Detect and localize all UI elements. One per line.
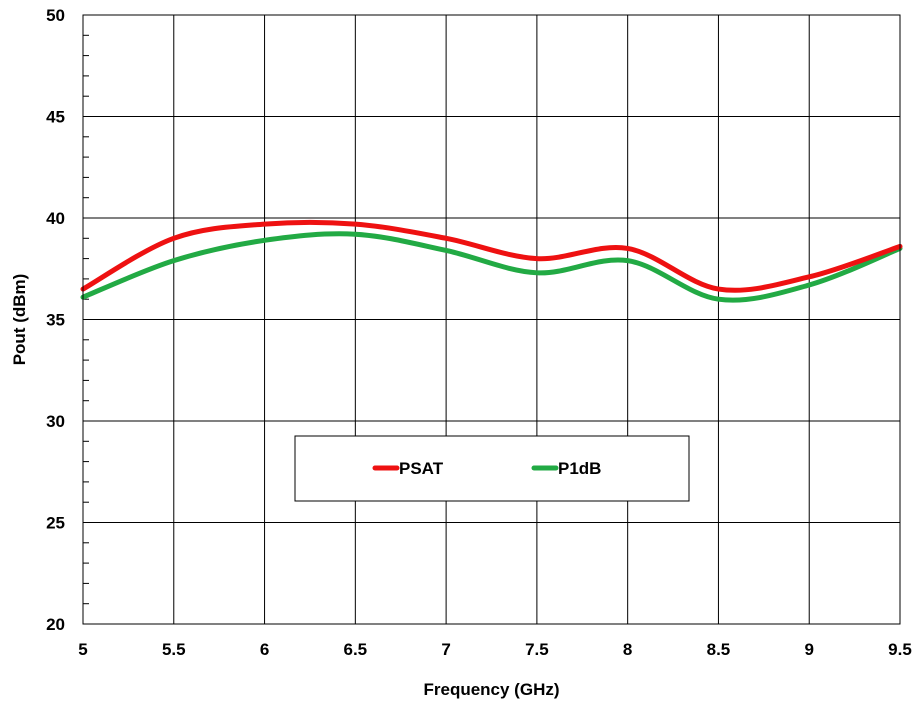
- x-tick-labels: 5 5.5 6 6.5 7 7.5 8 8.5 9 9.5: [78, 640, 912, 659]
- minor-ticks: [83, 34, 89, 605]
- x-tick-label: 5: [78, 640, 87, 659]
- series-lines: [80, 219, 903, 303]
- x-tick-label: 7.5: [525, 640, 549, 659]
- y-tick-label: 50: [46, 6, 65, 25]
- y-tick-label: 20: [46, 615, 65, 634]
- legend-label-psat: PSAT: [399, 459, 444, 478]
- y-tick-label: 40: [46, 209, 65, 228]
- y-tick-label: 25: [46, 514, 65, 533]
- x-tick-label: 9.5: [888, 640, 912, 659]
- x-tick-label: 9: [804, 640, 813, 659]
- y-axis-label: Pout (dBm): [10, 274, 29, 366]
- legend: PSAT P1dB: [294, 435, 690, 502]
- series-line-p1db: [80, 231, 903, 303]
- legend-label-p1db: P1dB: [558, 459, 601, 478]
- series-line-psat: [80, 219, 903, 293]
- x-tick-label: 7: [441, 640, 450, 659]
- grid: [82, 14, 901, 625]
- x-tick-label: 8: [623, 640, 632, 659]
- y-tick-label: 45: [46, 108, 65, 127]
- y-tick-label: 35: [46, 311, 65, 330]
- x-tick-label: 8.5: [707, 640, 731, 659]
- x-tick-label: 5.5: [162, 640, 186, 659]
- y-tick-label: 30: [46, 412, 65, 431]
- x-axis-label: Frequency (GHz): [423, 680, 559, 699]
- legend-box: [294, 435, 690, 502]
- y-tick-labels: 20 25 30 35 40 45 50: [46, 6, 65, 634]
- x-tick-label: 6.5: [344, 640, 368, 659]
- x-tick-label: 6: [260, 640, 269, 659]
- plot-frame: [82, 14, 901, 625]
